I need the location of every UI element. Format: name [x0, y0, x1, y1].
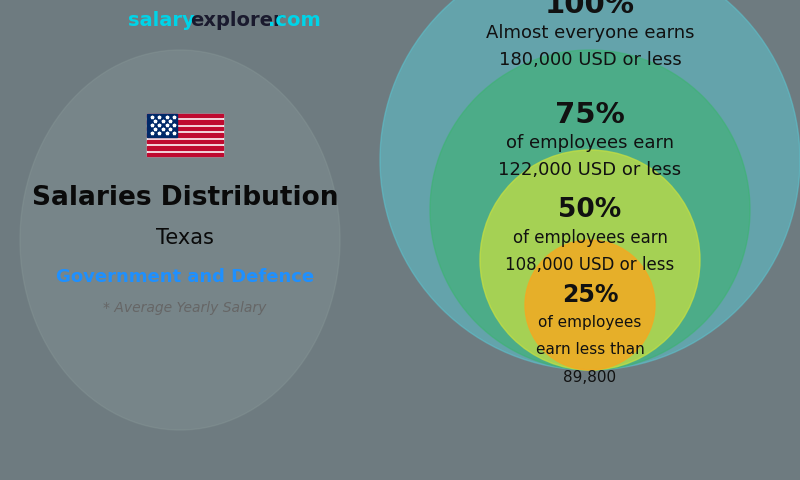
- Text: of employees: of employees: [538, 315, 642, 331]
- Text: 89,800: 89,800: [563, 370, 617, 384]
- Text: Government and Defence: Government and Defence: [56, 268, 314, 286]
- Text: 75%: 75%: [555, 101, 625, 129]
- Text: explorer: explorer: [190, 11, 282, 29]
- Bar: [147, 120, 223, 124]
- Text: of employees earn: of employees earn: [513, 229, 667, 247]
- Bar: [147, 114, 223, 156]
- Ellipse shape: [380, 0, 800, 370]
- Text: .com: .com: [268, 11, 321, 29]
- Text: earn less than: earn less than: [536, 343, 644, 358]
- Text: of employees earn: of employees earn: [506, 134, 674, 152]
- Bar: [147, 140, 223, 143]
- Text: 50%: 50%: [558, 197, 622, 223]
- Text: * Average Yearly Salary: * Average Yearly Salary: [103, 301, 266, 315]
- Text: Almost everyone earns: Almost everyone earns: [486, 24, 694, 42]
- Text: 180,000 USD or less: 180,000 USD or less: [498, 51, 682, 69]
- Text: Texas: Texas: [156, 228, 214, 248]
- Bar: [147, 127, 223, 130]
- Text: 122,000 USD or less: 122,000 USD or less: [498, 161, 682, 179]
- Text: 100%: 100%: [545, 0, 635, 19]
- Bar: [147, 133, 223, 137]
- Bar: [147, 114, 178, 137]
- Text: salary: salary: [128, 11, 194, 29]
- Text: 108,000 USD or less: 108,000 USD or less: [506, 256, 674, 274]
- Ellipse shape: [480, 150, 700, 370]
- Text: Salaries Distribution: Salaries Distribution: [32, 185, 338, 211]
- Bar: [147, 153, 223, 156]
- Ellipse shape: [430, 50, 750, 370]
- Bar: [147, 114, 223, 117]
- Ellipse shape: [525, 240, 655, 370]
- Ellipse shape: [20, 50, 340, 430]
- Bar: [147, 146, 223, 150]
- Text: 25%: 25%: [562, 283, 618, 307]
